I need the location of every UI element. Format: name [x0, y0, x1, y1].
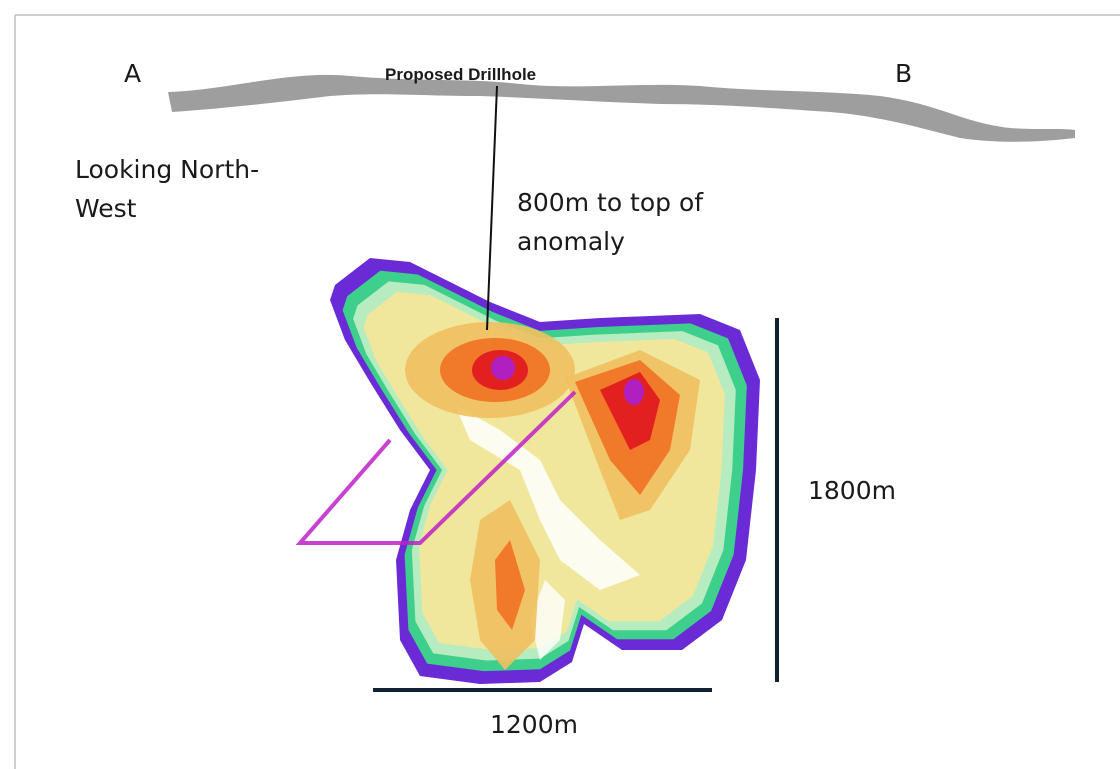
section-label: B	[895, 59, 912, 88]
section-label: A	[124, 59, 141, 88]
depth-note: 800m to top of	[517, 188, 704, 217]
anomaly	[330, 258, 760, 684]
terrain-surface	[168, 75, 1075, 142]
cross-section: A B Proposed Drillhole Looking North- We…	[0, 0, 1120, 769]
figure: A B Proposed Drillhole Looking North- We…	[0, 0, 1120, 769]
drillhole-trace	[487, 86, 497, 330]
anomaly-core	[624, 379, 644, 405]
drillhole-label: Proposed Drillhole	[385, 65, 536, 84]
height-label: 1800m	[808, 476, 896, 505]
depth-note: anomaly	[517, 227, 625, 256]
width-label: 1200m	[490, 710, 578, 739]
view-direction: West	[75, 194, 137, 223]
anomaly-core	[491, 356, 515, 380]
view-direction: Looking North-	[75, 155, 259, 184]
